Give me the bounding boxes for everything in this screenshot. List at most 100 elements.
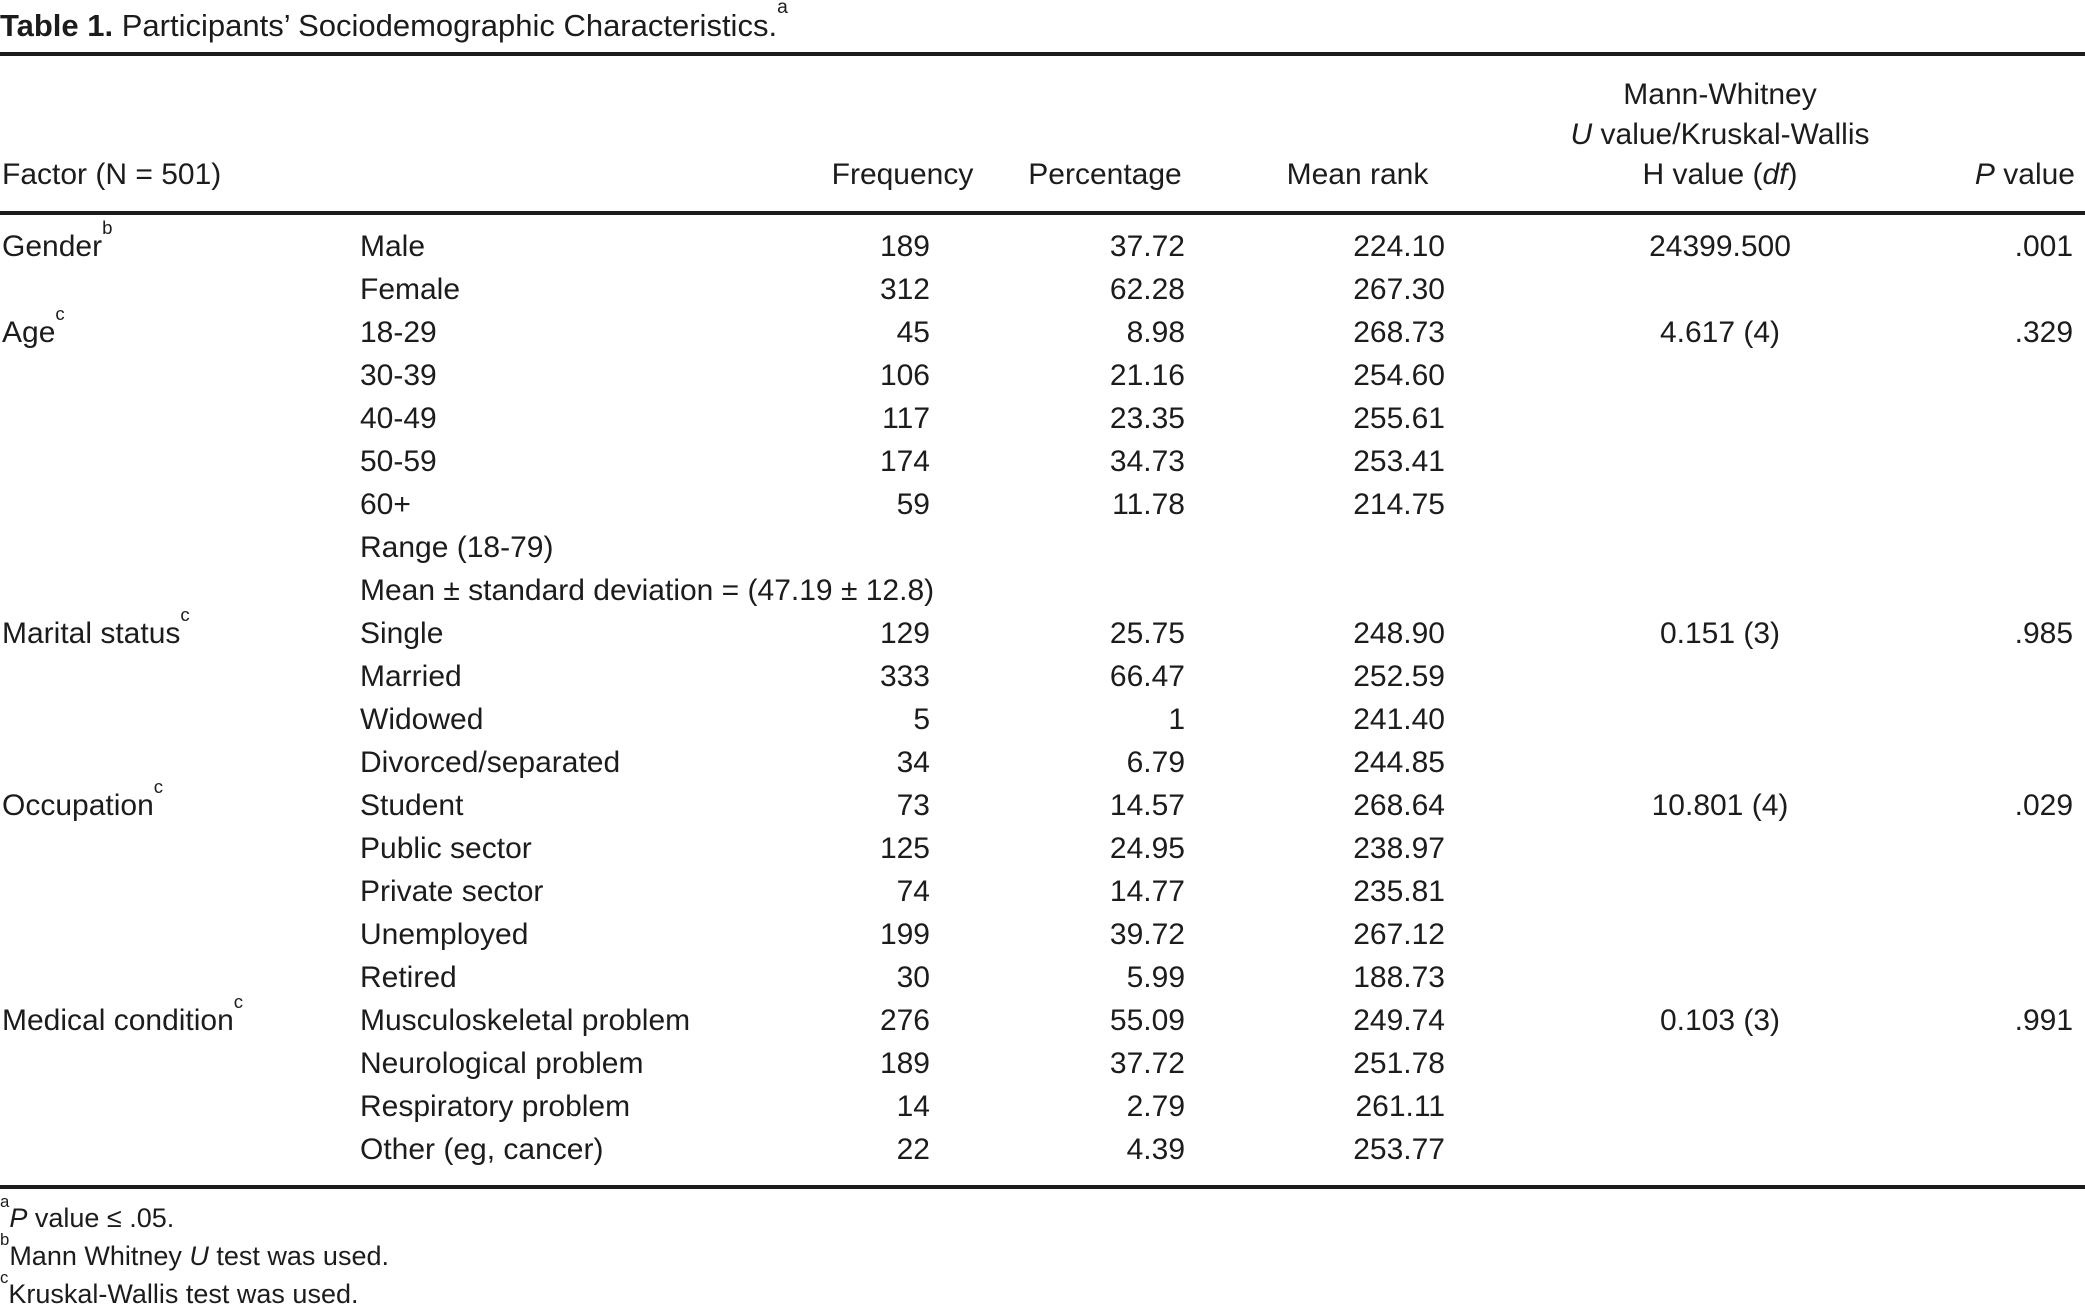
test-statistic-cell — [1480, 483, 1960, 526]
table-row: Other (eg, cancer) 22 4.39 253.77 — [0, 1128, 2085, 1171]
factor-cell — [0, 870, 360, 913]
table-row: 40-49 117 23.35 255.61 — [0, 397, 2085, 440]
p-value-cell: .029 — [2014, 789, 2073, 822]
factor-cell — [0, 1042, 360, 1085]
factor-footnote-marker: b — [102, 216, 113, 238]
frequency-cell: 45 — [896, 316, 930, 349]
mean-rank-cell: 251.78 — [1353, 1047, 1445, 1080]
table-row: Mean ± standard deviation = (47.19 ± 12.… — [0, 569, 2085, 612]
test-statistic-cell — [1480, 1085, 1960, 1128]
category-cell: Private sector — [360, 875, 544, 908]
factor-cell — [0, 741, 360, 784]
mean-rank-cell: 248.90 — [1353, 617, 1445, 650]
test-statistic-cell — [1480, 655, 1960, 698]
category-cell: Single — [360, 617, 444, 650]
factor-cell: Agec — [2, 302, 65, 349]
table-header: Factor (N = 501) Frequency Percentage Me… — [0, 56, 2085, 215]
percentage-cell: 37.72 — [1109, 230, 1185, 263]
test-statistic-cell: 24399.500 — [1649, 230, 1791, 263]
category-cell: Neurological problem — [360, 1047, 644, 1080]
factor-cell — [0, 956, 360, 999]
percentage-cell: 5.99 — [1126, 961, 1185, 994]
table-caption: Table 1. Participants’ Sociodemographic … — [0, 0, 2085, 52]
factor-footnote-marker: c — [233, 990, 244, 1012]
percentage-cell: 62.28 — [1109, 273, 1185, 306]
header-row: Factor (N = 501) Frequency Percentage Me… — [0, 56, 2085, 215]
category-cell: Mean ± standard deviation = (47.19 ± 12.… — [360, 574, 935, 607]
factor-footnote-marker: c — [180, 603, 190, 625]
factor-footnote-marker: c — [55, 302, 65, 324]
table-row: Agec 18-29 45 8.98 268.73 4.617 (4) .329 — [0, 302, 2085, 354]
frequency-cell: 333 — [879, 660, 930, 693]
factor-cell — [0, 913, 360, 956]
factor-cell — [0, 483, 360, 526]
test-statistic-cell — [1480, 1042, 1960, 1085]
p-value-cell: .001 — [2014, 230, 2073, 263]
test-statistic-cell: 10.801 (4) — [1651, 789, 1789, 822]
test-statistic-cell — [1480, 354, 1960, 397]
test-statistic-cell — [1480, 870, 1960, 913]
frequency-cell: 199 — [879, 918, 930, 951]
category-cell: Musculoskeletal problem — [360, 1004, 691, 1037]
test-statistic-cell — [1480, 440, 1960, 483]
factor-cell — [0, 397, 360, 440]
table-row: Marital statusc Single 129 25.75 248.90 … — [0, 603, 2085, 655]
percentage-cell: 25.75 — [1109, 617, 1185, 650]
mean-rank-cell: 254.60 — [1353, 359, 1445, 392]
factor-cell — [0, 268, 360, 311]
factor-cell: Marital statusc — [2, 603, 190, 650]
category-cell: 18-29 — [360, 316, 437, 349]
frequency-cell: 14 — [896, 1090, 930, 1123]
category-cell: Unemployed — [360, 918, 529, 951]
header-frequency: Frequency — [830, 56, 975, 215]
factor-cell: Genderb — [2, 216, 113, 263]
p-value-cell — [1960, 440, 2085, 483]
header-test-line1: Mann-Whitney — [1623, 78, 1817, 111]
mean-rank-cell: 252.59 — [1353, 660, 1445, 693]
test-statistic-cell — [1480, 1128, 1960, 1171]
table-body: Genderb Male 189 37.72 224.10 24399.500 … — [0, 213, 2085, 1171]
percentage-cell: 14.77 — [1109, 875, 1185, 908]
test-statistic-cell: 4.617 (4) — [1659, 316, 1781, 349]
mean-rank-cell: 253.41 — [1353, 445, 1445, 478]
percentage-cell: 34.73 — [1109, 445, 1185, 478]
percentage-cell: 24.95 — [1109, 832, 1185, 865]
frequency-cell: 59 — [896, 488, 930, 521]
table-row: 30-39 106 21.16 254.60 — [0, 354, 2085, 397]
footnote-c: cKruskal-Wallis test was used. — [0, 1267, 359, 1309]
factor-cell — [0, 526, 360, 569]
p-value-cell — [1960, 569, 2085, 612]
percentage-cell: 4.39 — [1126, 1133, 1185, 1166]
table-row: Married 333 66.47 252.59 — [0, 655, 2085, 698]
factor-cell: Occupationc — [2, 775, 164, 822]
frequency-cell: 5 — [913, 703, 930, 736]
factor-cell: Medical conditionc — [2, 990, 244, 1037]
percentage-cell: 23.35 — [1109, 402, 1185, 435]
table-row: Range (18-79) — [0, 526, 2085, 569]
table-caption-text: Participants’ Sociodemographic Character… — [113, 8, 778, 43]
test-statistic-cell — [1480, 526, 1960, 569]
category-cell: Widowed — [360, 703, 484, 736]
table-row: Occupationc Student 73 14.57 268.64 10.8… — [0, 775, 2085, 827]
frequency-cell: 276 — [879, 1004, 930, 1037]
factor-cell — [0, 1128, 360, 1171]
table-row: Neurological problem 189 37.72 251.78 — [0, 1042, 2085, 1085]
p-value-cell — [1960, 483, 2085, 526]
percentage-cell: 1 — [1168, 703, 1185, 736]
p-value-cell — [1960, 913, 2085, 956]
mean-rank-cell: 267.12 — [1353, 918, 1445, 951]
category-cell: Married — [360, 660, 462, 693]
category-cell: Range (18-79) — [360, 531, 554, 564]
category-cell: 50-59 — [360, 445, 437, 478]
percentage-cell: 2.79 — [1126, 1090, 1185, 1123]
table-row: Female 312 62.28 267.30 — [0, 268, 2085, 311]
header-test-statistic: Mann-Whitney U value/Kruskal-Wallis H va… — [1480, 56, 1960, 215]
mean-rank-cell — [1235, 569, 1480, 612]
factor-cell — [0, 1085, 360, 1128]
footnote-b: bMann Whitney U test was used. — [0, 1229, 389, 1271]
test-statistic-cell — [1480, 268, 1960, 311]
header-percentage: Percentage — [975, 56, 1235, 215]
table-row: Public sector 125 24.95 238.97 — [0, 827, 2085, 870]
frequency-cell: 117 — [882, 402, 930, 435]
p-value-cell — [1960, 827, 2085, 870]
